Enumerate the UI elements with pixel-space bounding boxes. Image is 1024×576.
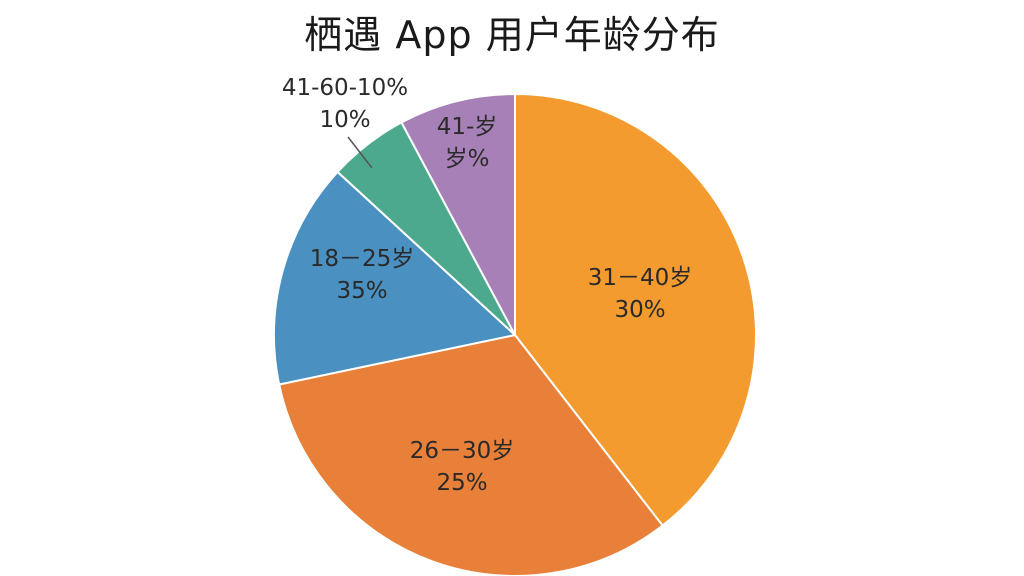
leader-line <box>347 136 373 169</box>
pie-slice-label-3: 18－25岁 35% <box>310 246 415 304</box>
pie-slice-label-line1: 41-岁 <box>437 114 498 140</box>
pie-slice-label-line1: 41-60-10% <box>282 75 408 101</box>
pie-slice-label-line1: 18－25岁 <box>310 246 415 272</box>
pie-slice-label-line1: 26－30岁 <box>410 438 515 464</box>
chart-title: 栖遇 App 用户年龄分布 <box>304 13 720 57</box>
pie-slice-label-line2: 10% <box>319 107 370 133</box>
pie-slice-label-4: 41-60-10% 10% <box>282 75 408 133</box>
pie-slice-label-line1: 31－40岁 <box>588 265 693 291</box>
pie-slice-label-1: 31－40岁 30% <box>588 265 693 323</box>
pie-slice-5 <box>400 92 516 336</box>
pie-slice-label-line2: 岁% <box>445 146 490 172</box>
pie-labels: 31－40岁 30%26－30岁 25%18－25岁 35%41-60-10% 10% 4… <box>282 75 692 496</box>
pie-slice-label-5: 41-岁岁% <box>437 114 498 172</box>
pie-slice-3 <box>273 170 518 386</box>
pie-slice-label-line2: 25% <box>436 470 487 496</box>
pie-slice-1 <box>514 92 757 527</box>
pie-slices <box>273 92 757 576</box>
pie-slice-2 <box>277 333 664 576</box>
pie-slice-label-line2: 35% <box>336 278 387 304</box>
pie-slice-label-2: 26－30岁 25% <box>410 438 515 496</box>
pie-slice-label-line2: 30% <box>614 297 665 323</box>
